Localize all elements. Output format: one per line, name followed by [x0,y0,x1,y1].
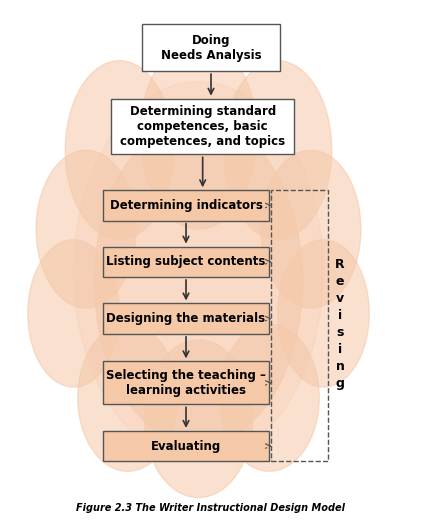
Text: Determining standard
competences, basic
competences, and topics: Determining standard competences, basic … [120,105,285,148]
Ellipse shape [261,150,361,308]
FancyBboxPatch shape [103,190,269,221]
Text: Evaluating: Evaluating [151,439,221,453]
FancyBboxPatch shape [111,99,294,154]
Text: Doing
Needs Analysis: Doing Needs Analysis [161,34,261,62]
Text: Selecting the teaching –
learning activities: Selecting the teaching – learning activi… [106,369,266,397]
Ellipse shape [224,61,332,240]
Text: Designing the materials: Designing the materials [106,312,265,325]
FancyBboxPatch shape [103,303,269,334]
Ellipse shape [36,150,136,308]
Ellipse shape [78,324,178,471]
Text: Figure 2.3 The Writer Instructional Design Model: Figure 2.3 The Writer Instructional Desi… [76,503,346,513]
Ellipse shape [28,240,119,387]
Ellipse shape [73,82,323,461]
Ellipse shape [95,119,303,445]
Ellipse shape [144,340,253,497]
FancyBboxPatch shape [103,361,269,404]
Ellipse shape [65,61,173,240]
Ellipse shape [278,240,369,387]
FancyBboxPatch shape [103,431,269,461]
Ellipse shape [140,39,257,229]
Text: Listing subject contents: Listing subject contents [106,255,266,268]
Text: Determining indicators: Determining indicators [110,199,262,212]
FancyBboxPatch shape [142,24,280,71]
Text: R
e
v
i
s
i
n
g: R e v i s i n g [335,258,345,390]
Ellipse shape [219,324,319,471]
FancyBboxPatch shape [103,246,269,277]
